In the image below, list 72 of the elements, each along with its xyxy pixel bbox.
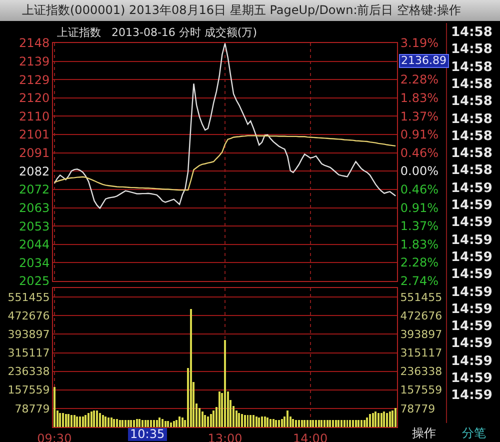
text: 14:58 [451,42,492,58]
text: 14:59 [451,284,492,300]
y2-tick-label: 393897 [400,328,442,342]
text: 操作 [412,425,436,442]
text: 14:58 [451,60,492,75]
text: 14:58 [451,25,492,40]
y2-tick-label: 78779 [400,402,436,416]
y2-tick-label: 0.46% [400,182,439,197]
y2-tick-label: 236338 [400,365,442,378]
y2-tick-label: 2.28% [400,72,439,87]
text: 分笔 [462,425,486,442]
y-tick-label: 2091 [19,146,50,160]
chart-title: 上证指数(000001) 2013年08月16日 星期五 PageUp/Down:前后日 空格键:操作 [0,0,500,21]
y2-tick-label: 0.00% [400,164,439,178]
text: 14:58 [451,112,492,126]
y2-tick-label: 3.19% [400,36,439,50]
text: 14:59 [451,319,492,334]
y-tick-label: 2101 [19,128,50,142]
text: 14:59 [451,215,492,230]
bar [224,340,226,427]
y2-tick-label: 0.91% [400,200,439,215]
y-tick-label: 2072 [19,182,50,197]
y2-tick-label: 2.28% [400,256,439,270]
y-tick-label: 2063 [19,201,50,216]
y-tick-label: 2148 [19,36,50,50]
y-tick-label: 2139 [19,54,50,69]
y-tick-label: 236338 [8,365,50,378]
text: 14:59 [451,388,492,404]
y-tick-label: 315117 [8,346,50,360]
text: 14:58 [451,146,492,162]
y-tick-label: 2044 [19,238,50,252]
text: 14:58 [451,163,492,178]
text: 14:58 [451,94,492,110]
y-tick-label: 393897 [8,328,50,342]
y-tick-label: 157559 [8,384,50,397]
y2-tick-label: 315117 [400,346,442,360]
chart-subtitle: 上证指数 2013-08-16 分时 成交额(万) [57,25,257,40]
line-series [54,43,396,209]
y2-tick-label: 472676 [400,309,442,322]
y2-tick-label: 2.74% [400,274,439,288]
text: 14:58 [451,128,492,144]
y-tick-label: 2025 [19,274,50,288]
y2-tick-label: 1.83% [400,238,439,252]
y-tick-label: 2053 [19,219,50,234]
text: 14:59 [451,180,492,196]
y-tick-label: 472676 [8,309,50,322]
y-tick-label: 2120 [19,91,50,106]
y2-tick-label: 0.46% [400,146,439,160]
text: 2136.89 [399,54,448,68]
text: 14:59 [451,232,492,248]
y2-tick-label: 1.37% [400,219,439,234]
y2-tick-label: 551455 [400,290,442,304]
y-tick-label: 2034 [19,256,50,270]
text: 14:59 [451,198,492,213]
y2-tick-label: 1.83% [400,90,439,105]
line-series [54,135,396,191]
text: 10:35 [128,427,167,441]
text: 14:59 [451,267,492,282]
y2-tick-label: 157559 [400,384,442,397]
text: 14:59 [451,336,492,352]
text: 14:59 [451,354,492,369]
y-tick-label: 551455 [8,290,50,304]
y-tick-label: 2110 [19,109,50,124]
y-tick-label: 2082 [19,164,50,178]
y2-tick-label: 1.37% [400,109,439,124]
text: 14:59 [451,371,492,386]
text: 14:59 [451,302,492,317]
text: 14:58 [451,76,492,92]
text: 14:59 [451,250,492,265]
y-tick-label: 78779 [14,402,50,416]
y-tick-label: 2129 [19,72,50,87]
y2-tick-label: 0.91% [400,128,439,142]
